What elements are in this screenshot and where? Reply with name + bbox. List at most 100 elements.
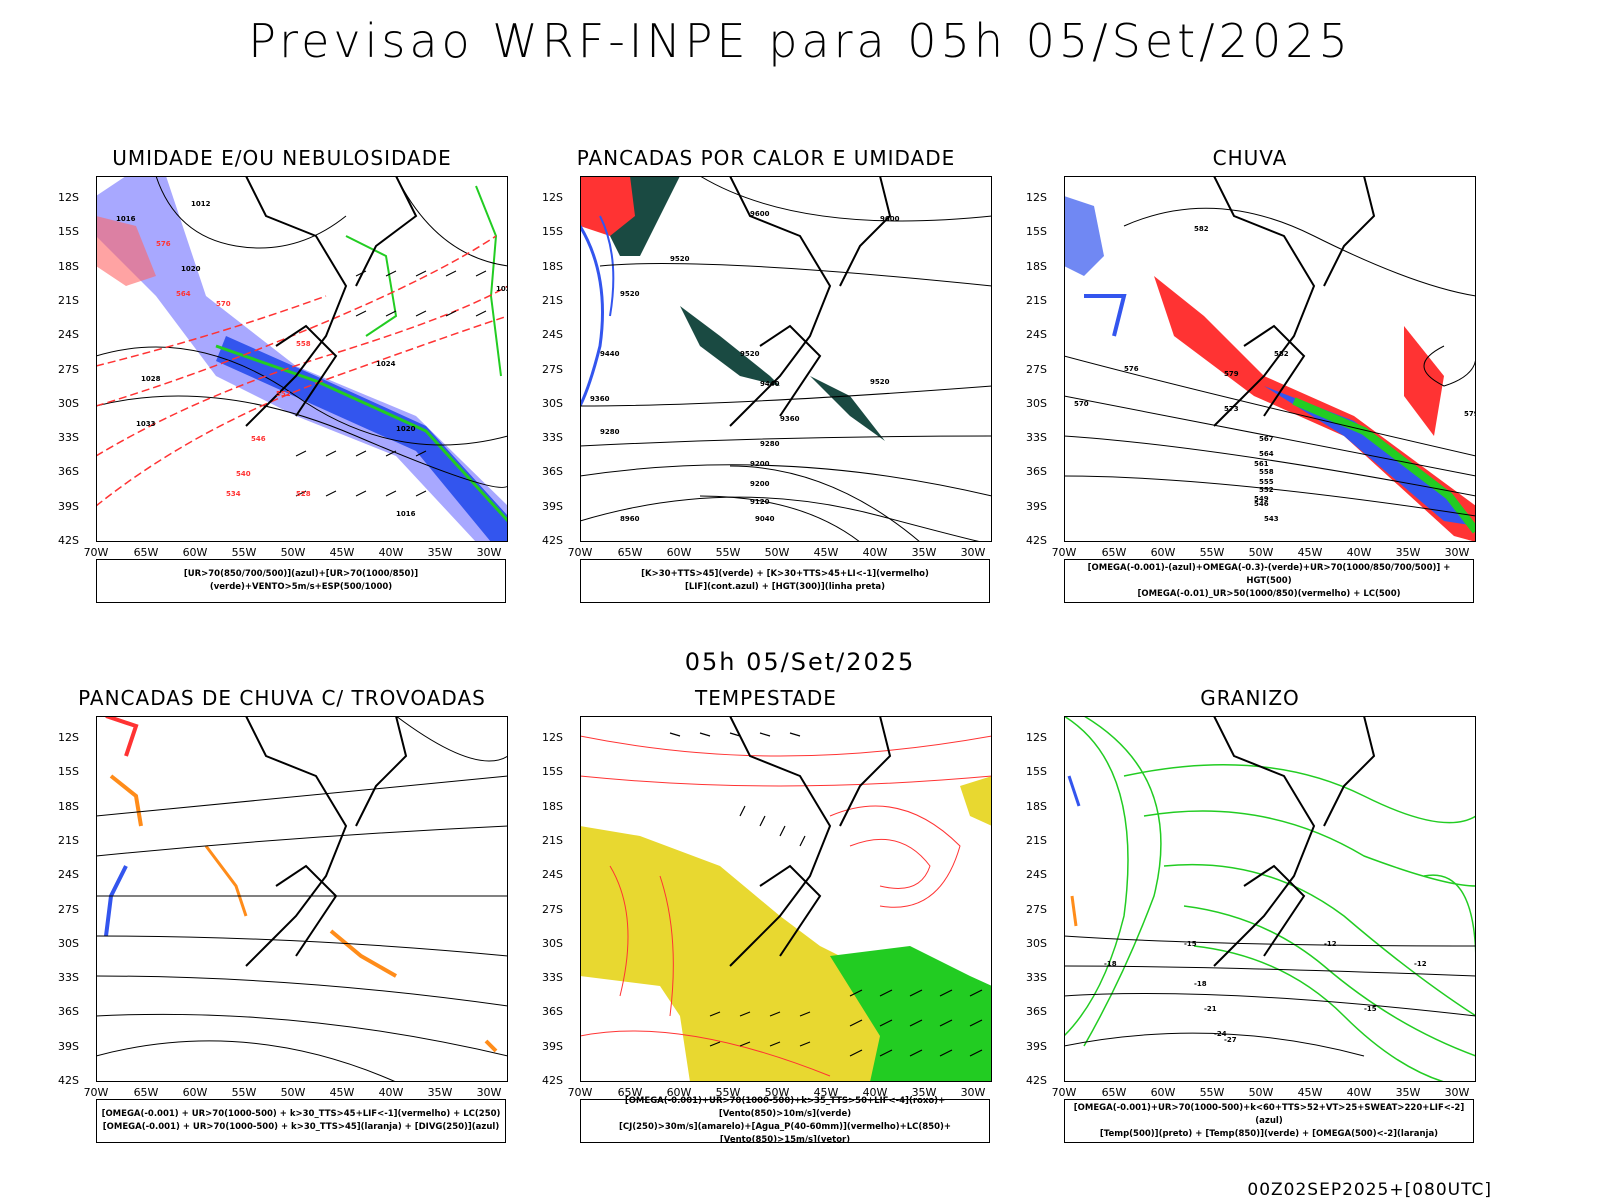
lon-tick-label: 65W: [1101, 546, 1127, 559]
lon-tick-label: 40W: [862, 546, 888, 559]
legend: [OMEGA(-0.001) + UR>70(1000-500) + k>30_…: [96, 1099, 506, 1143]
main-title: Previsao WRF-INPE para 05h 05/Set/2025: [248, 14, 1352, 68]
contour-label: 9520: [670, 255, 690, 263]
lon-tick-label: 55W: [231, 546, 257, 559]
legend-line: [K>30+TTS>45](verde) + [K>30+TTS>45+LI<-…: [641, 569, 929, 579]
contour-label: 9360: [780, 415, 800, 423]
panel-thunderstorm-rain: PANCADAS DE CHUVA C/ TROVOADAS [OMEGA(-0…: [52, 686, 512, 1156]
legend-line: [LIF](cont.azul) + [HGT(300)](linha pret…: [684, 582, 886, 592]
lat-tick-label: 18S: [542, 260, 563, 273]
lat-tick-label: 27S: [1026, 903, 1047, 916]
lat-tick-label: 33S: [1026, 431, 1047, 444]
lat-tick-label: 21S: [1026, 294, 1047, 307]
lat-tick-label: 21S: [58, 834, 79, 847]
panel-title: UMIDADE E/OU NEBULOSIDADE: [112, 146, 452, 170]
lon-tick-label: 60W: [666, 546, 692, 559]
lon-tick-label: 55W: [715, 546, 741, 559]
lat-tick-label: 24S: [1026, 328, 1047, 341]
legend-line: [OMEGA(-0.001)-(azul)+OMEGA(-0.3)-(verde…: [1087, 562, 1451, 586]
lat-tick-label: 36S: [542, 1005, 563, 1018]
contour-label: 9280: [600, 428, 620, 436]
lon-tick-label: 40W: [378, 546, 404, 559]
contour-label: 9520: [740, 350, 760, 358]
lat-tick-label: 30S: [1026, 397, 1047, 410]
contour-labels: -15 -12 -18 -12 -18 -15 -21 -24-27: [1104, 940, 1427, 1044]
contour-label: 567: [1259, 435, 1274, 443]
lon-tick-label: 55W: [1199, 546, 1225, 559]
lat-tick-label: 12S: [58, 731, 79, 744]
contour-label: 543: [1264, 515, 1279, 523]
lat-tick-label: 39S: [542, 1040, 563, 1053]
contour-label: 579: [1464, 410, 1476, 418]
lon-tick-label: 30W: [960, 1086, 986, 1099]
storm-map: [580, 716, 992, 1082]
lat-tick-label: 36S: [542, 465, 563, 478]
contour-label: 1016: [116, 215, 136, 223]
lon-tick-label: 35W: [1395, 546, 1421, 559]
contour-label: -21: [1204, 1005, 1217, 1013]
lat-tick-label: 27S: [1026, 363, 1047, 376]
contour-label: 576: [1124, 365, 1139, 373]
legend: [OMEGA(-0.001)+UR>70(1000-500)+k<60+TTS>…: [1064, 1099, 1474, 1143]
lon-tick-label: 60W: [182, 1086, 208, 1099]
contour-label: 1020: [396, 425, 416, 433]
contour-label: 558: [1259, 468, 1274, 476]
panel-hail: GRANIZO -15 -12 -18 -12 -18 -15 -21 -24 -27 [OME…: [1020, 686, 1480, 1156]
lat-tick-label: 42S: [58, 534, 79, 547]
lon-tick-label: 35W: [427, 546, 453, 559]
humidity-map: 1012 1016 1020 1024 1028 1033 1024 1020 1016 576 5…: [96, 176, 508, 542]
lat-tick-label: 18S: [1026, 260, 1047, 273]
contour-label: 570: [216, 300, 231, 308]
lon-tick-label: 60W: [1150, 1086, 1176, 1099]
legend-line: [OMEGA(-0.001)+UR>70(1000-500)+k>35_TTS>…: [624, 1096, 946, 1119]
lon-tick-label: 55W: [1199, 1086, 1225, 1099]
contour-label: -15: [1364, 1005, 1377, 1013]
contour-label: 9280: [760, 440, 780, 448]
contour-label: 1016: [396, 510, 416, 518]
lat-tick-label: 33S: [58, 971, 79, 984]
lat-tick-label: 27S: [58, 363, 79, 376]
lat-tick-label: 30S: [542, 937, 563, 950]
lon-tick-label: 45W: [329, 546, 355, 559]
lat-tick-label: 15S: [542, 765, 563, 778]
lon-tick-label: 65W: [617, 546, 643, 559]
lon-tick-label: 30W: [476, 1086, 502, 1099]
lat-tick-label: 36S: [58, 1005, 79, 1018]
lon-tick-label: 35W: [911, 1086, 937, 1099]
panel-title: PANCADAS POR CALOR E UMIDADE: [576, 146, 956, 170]
lat-tick-label: 42S: [58, 1074, 79, 1087]
lat-tick-label: 12S: [1026, 731, 1047, 744]
contour-label: 552: [1259, 486, 1274, 494]
panel-title: PANCADAS DE CHUVA C/ TROVOADAS: [78, 686, 486, 710]
lon-tick-label: 55W: [715, 1086, 741, 1099]
legend: [UR>70(850/700/500)](azul)+[UR>70(1000/8…: [96, 559, 506, 603]
rain-map: 5825825795765735705675645615585555525495…: [1064, 176, 1476, 542]
lat-tick-label: 39S: [58, 500, 79, 513]
legend: [OMEGA(-0.001)+UR>70(1000-500)+k>35_TTS>…: [580, 1096, 990, 1145]
contour-label: 579: [1224, 370, 1239, 378]
lat-tick-label: 24S: [542, 868, 563, 881]
contour-labels: 5825825795765735705675645615585555525495…: [1074, 225, 1476, 523]
lon-tick-label: 30W: [476, 546, 502, 559]
lon-tick-label: 35W: [427, 1086, 453, 1099]
lat-tick-label: 18S: [58, 800, 79, 813]
contour-label: 528: [296, 490, 311, 498]
contour-label: 1024: [496, 285, 508, 293]
lat-tick-label: 15S: [58, 765, 79, 778]
lat-tick-label: 18S: [542, 800, 563, 813]
contour-label: 9200: [750, 460, 770, 468]
lon-tick-label: 60W: [182, 546, 208, 559]
panel-humidity: UMIDADE E/OU NEBULOSIDADE 1012 1016 1: [52, 146, 512, 616]
lat-tick-label: 27S: [58, 903, 79, 916]
lat-tick-label: 15S: [58, 225, 79, 238]
panel-rain: CHUVA 582 582 579 576 573 570 567 564 561 558 555 5…: [1020, 146, 1480, 616]
contour-label: -18: [1194, 980, 1207, 988]
lon-tick-label: 45W: [813, 1086, 839, 1099]
lon-tick-label: 65W: [133, 1086, 159, 1099]
contour-label: 1024: [376, 360, 396, 368]
lon-tick-label: 35W: [911, 546, 937, 559]
lon-tick-label: 70W: [83, 546, 109, 559]
lat-tick-label: 12S: [542, 191, 563, 204]
contour-label: -12: [1414, 960, 1427, 968]
contour-label: 549: [1254, 495, 1269, 503]
